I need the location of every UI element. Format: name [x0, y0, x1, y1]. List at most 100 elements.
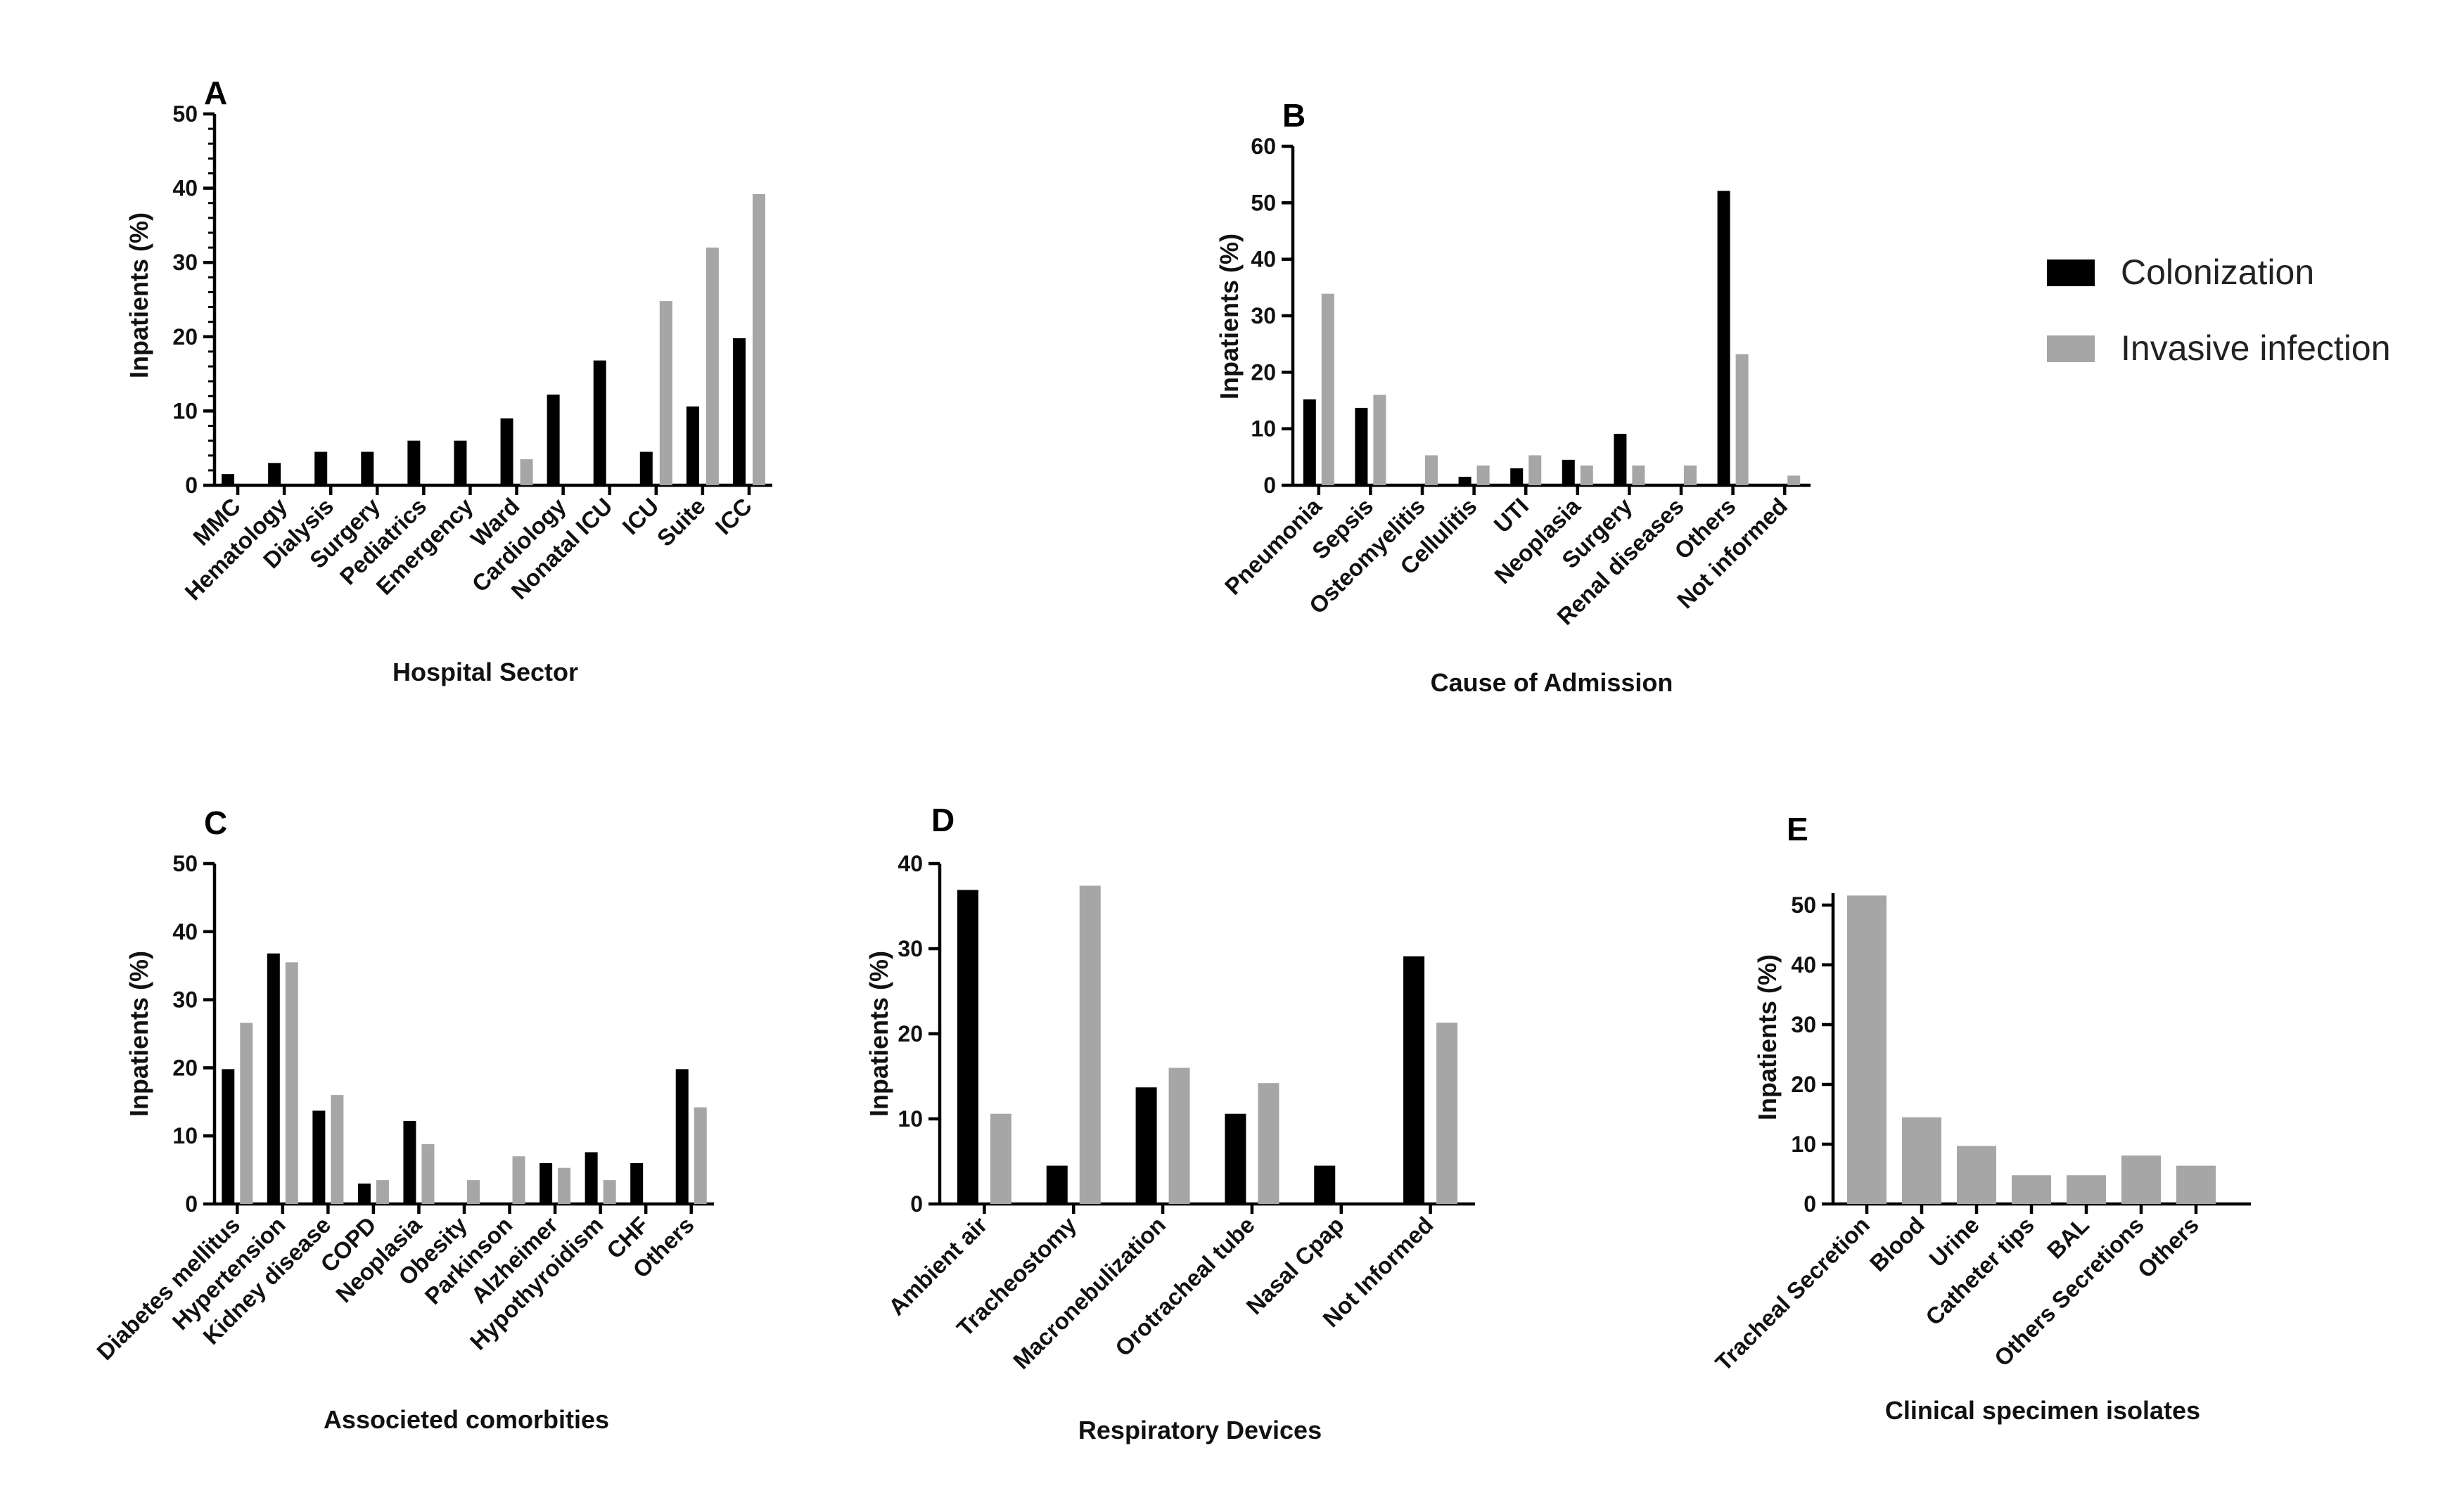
- bar-invasive-diabetes-mellitus: [240, 1023, 253, 1204]
- bar-colonization-diabetes-mellitus: [222, 1069, 235, 1204]
- x-axis-title: Hospital Sector: [392, 658, 578, 686]
- y-tick-label: 10: [1251, 416, 1276, 442]
- y-axis-title: Inpatients (%): [1753, 954, 1782, 1120]
- legend-swatch-invasive: [2047, 335, 2095, 362]
- bar-invasive-copd: [376, 1180, 389, 1204]
- bar-invasive-hypothyroidism: [603, 1180, 616, 1204]
- y-tick-label: 20: [1251, 359, 1276, 385]
- bar-invasive-tracheal-secretion: [1847, 895, 1887, 1204]
- bar-invasive-not-informed: [1436, 1023, 1458, 1204]
- y-tick-label: 40: [1251, 247, 1276, 272]
- x-tick-label: Others: [2133, 1212, 2204, 1283]
- bar-invasive-others-secretions: [2121, 1155, 2161, 1204]
- bar-invasive-surgery: [1632, 465, 1645, 485]
- bar-invasive-ambient-air: [990, 1113, 1011, 1204]
- y-tick-label: 40: [172, 919, 198, 944]
- y-tick-label: 30: [172, 250, 198, 275]
- bar-invasive-parkinson: [512, 1156, 525, 1204]
- bar-colonization-hypothyroidism: [585, 1152, 598, 1204]
- bar-colonization-ambient-air: [957, 890, 978, 1204]
- x-tick-label: Tracheal Secretion: [1710, 1212, 1875, 1376]
- y-tick-label: 0: [1263, 473, 1276, 498]
- chart-panel-b: B 0 10 20 30 40 50 60 Inpatients (%) Cause of Adm…: [1215, 97, 1811, 697]
- x-tick-label: Suite: [652, 493, 710, 551]
- bar-invasive-sepsis: [1373, 395, 1386, 485]
- y-tick-label: 20: [1791, 1072, 1816, 1097]
- panel-letter: E: [1787, 811, 1808, 847]
- bar-invasive-others: [1735, 354, 1749, 485]
- bar-invasive-blood: [1902, 1117, 1941, 1204]
- bar-invasive-alzheimer: [558, 1167, 571, 1204]
- bar-colonization-icu: [639, 451, 653, 485]
- chart-panel-c: C 0 10 20 30 40 50 Inpatients (%) Associeted com…: [91, 805, 714, 1434]
- panel-letter: C: [204, 805, 227, 841]
- y-tick-label: 0: [185, 473, 198, 498]
- x-axis-title: Clinical specimen isolates: [1885, 1396, 2200, 1425]
- bar-invasive-tracheostomy: [1079, 885, 1101, 1204]
- x-axis-title: Cause of Admission: [1431, 668, 1673, 697]
- x-axis-title: Respiratory Devices: [1078, 1416, 1322, 1444]
- bar-invasive-others: [2176, 1165, 2216, 1204]
- y-tick-label: 10: [1791, 1132, 1816, 1157]
- legend: Colonization Invasive infection: [2047, 252, 2391, 368]
- bar-colonization-pediatrics: [407, 440, 421, 485]
- bar-invasive-macronebulization: [1168, 1068, 1190, 1204]
- bar-invasive-pneumonia: [1321, 293, 1334, 485]
- bar-colonization-emergency: [454, 440, 467, 485]
- bar-colonization-nonatal-icu: [593, 360, 606, 485]
- bar-colonization-mmc: [222, 474, 235, 485]
- bar-colonization-alzheimer: [540, 1162, 553, 1204]
- y-tick-label: 0: [185, 1191, 198, 1217]
- bar-colonization-hypertension: [267, 953, 280, 1204]
- bar-invasive-suite: [706, 248, 719, 485]
- bar-colonization-macronebulization: [1135, 1087, 1157, 1204]
- y-tick-label: 40: [172, 176, 198, 201]
- bar-colonization-ward: [500, 418, 513, 485]
- bar-invasive-icc: [752, 194, 765, 485]
- bar-colonization-others: [675, 1069, 689, 1204]
- bar-colonization-not-informed: [1403, 956, 1425, 1204]
- bar-colonization-tracheostomy: [1046, 1165, 1068, 1204]
- bar-colonization-nasal-cpap: [1314, 1165, 1336, 1204]
- bar-colonization-surgery: [1614, 433, 1627, 485]
- chart-panel-a: A 0 10 20 30 40 50 Inpatients (%) Hospital Secto…: [125, 75, 772, 686]
- bar-colonization-surgery: [361, 451, 374, 485]
- y-tick-label: 20: [172, 1055, 198, 1080]
- y-tick-label: 30: [898, 936, 923, 961]
- y-tick-label: 30: [172, 987, 198, 1013]
- y-tick-label: 20: [172, 324, 198, 350]
- bar-invasive-neoplasia: [1580, 465, 1593, 485]
- bar-colonization-hematology: [268, 463, 281, 485]
- y-tick-label: 0: [1804, 1191, 1816, 1217]
- chart-panel-d: D 0 10 20 30 40 Inpatients (%) Respiratory Devi…: [864, 802, 1475, 1444]
- panel-letter: A: [204, 75, 227, 111]
- y-tick-label: 20: [898, 1021, 923, 1046]
- y-tick-label: 10: [172, 398, 198, 423]
- bar-invasive-hypertension: [285, 962, 298, 1204]
- x-tick-label: UTI: [1488, 493, 1533, 538]
- y-axis-title: Inpatients (%): [125, 212, 153, 378]
- x-tick-label: Blood: [1865, 1212, 1929, 1276]
- y-axis-title: Inpatients (%): [1215, 233, 1244, 399]
- bar-colonization-kidney-disease: [312, 1110, 326, 1204]
- bar-invasive-ward: [520, 459, 533, 485]
- y-tick-label: 50: [172, 101, 198, 127]
- bar-invasive-bal: [2067, 1175, 2106, 1204]
- y-axis-title: Inpatients (%): [125, 951, 153, 1117]
- panel-letter: D: [931, 802, 955, 838]
- y-tick-label: 30: [1251, 303, 1276, 328]
- legend-label-colonization: Colonization: [2121, 252, 2314, 292]
- bar-colonization-cardiology: [547, 395, 560, 485]
- y-tick-label: 50: [1791, 892, 1816, 918]
- bar-invasive-neoplasia: [421, 1143, 435, 1204]
- bar-colonization-dialysis: [314, 451, 328, 485]
- chart-panel-e: E 0 10 20 30 40 50 Inpatients (%) Clinical speci…: [1710, 811, 2251, 1425]
- x-tick-label: ICC: [710, 493, 757, 539]
- panel-letter: B: [1282, 97, 1306, 134]
- bar-colonization-copd: [357, 1183, 371, 1204]
- y-tick-label: 0: [910, 1191, 923, 1217]
- x-tick-label: Macronebulization: [1008, 1212, 1170, 1374]
- bar-colonization-cellulitis: [1458, 476, 1472, 485]
- bar-colonization-neoplasia: [1562, 459, 1575, 485]
